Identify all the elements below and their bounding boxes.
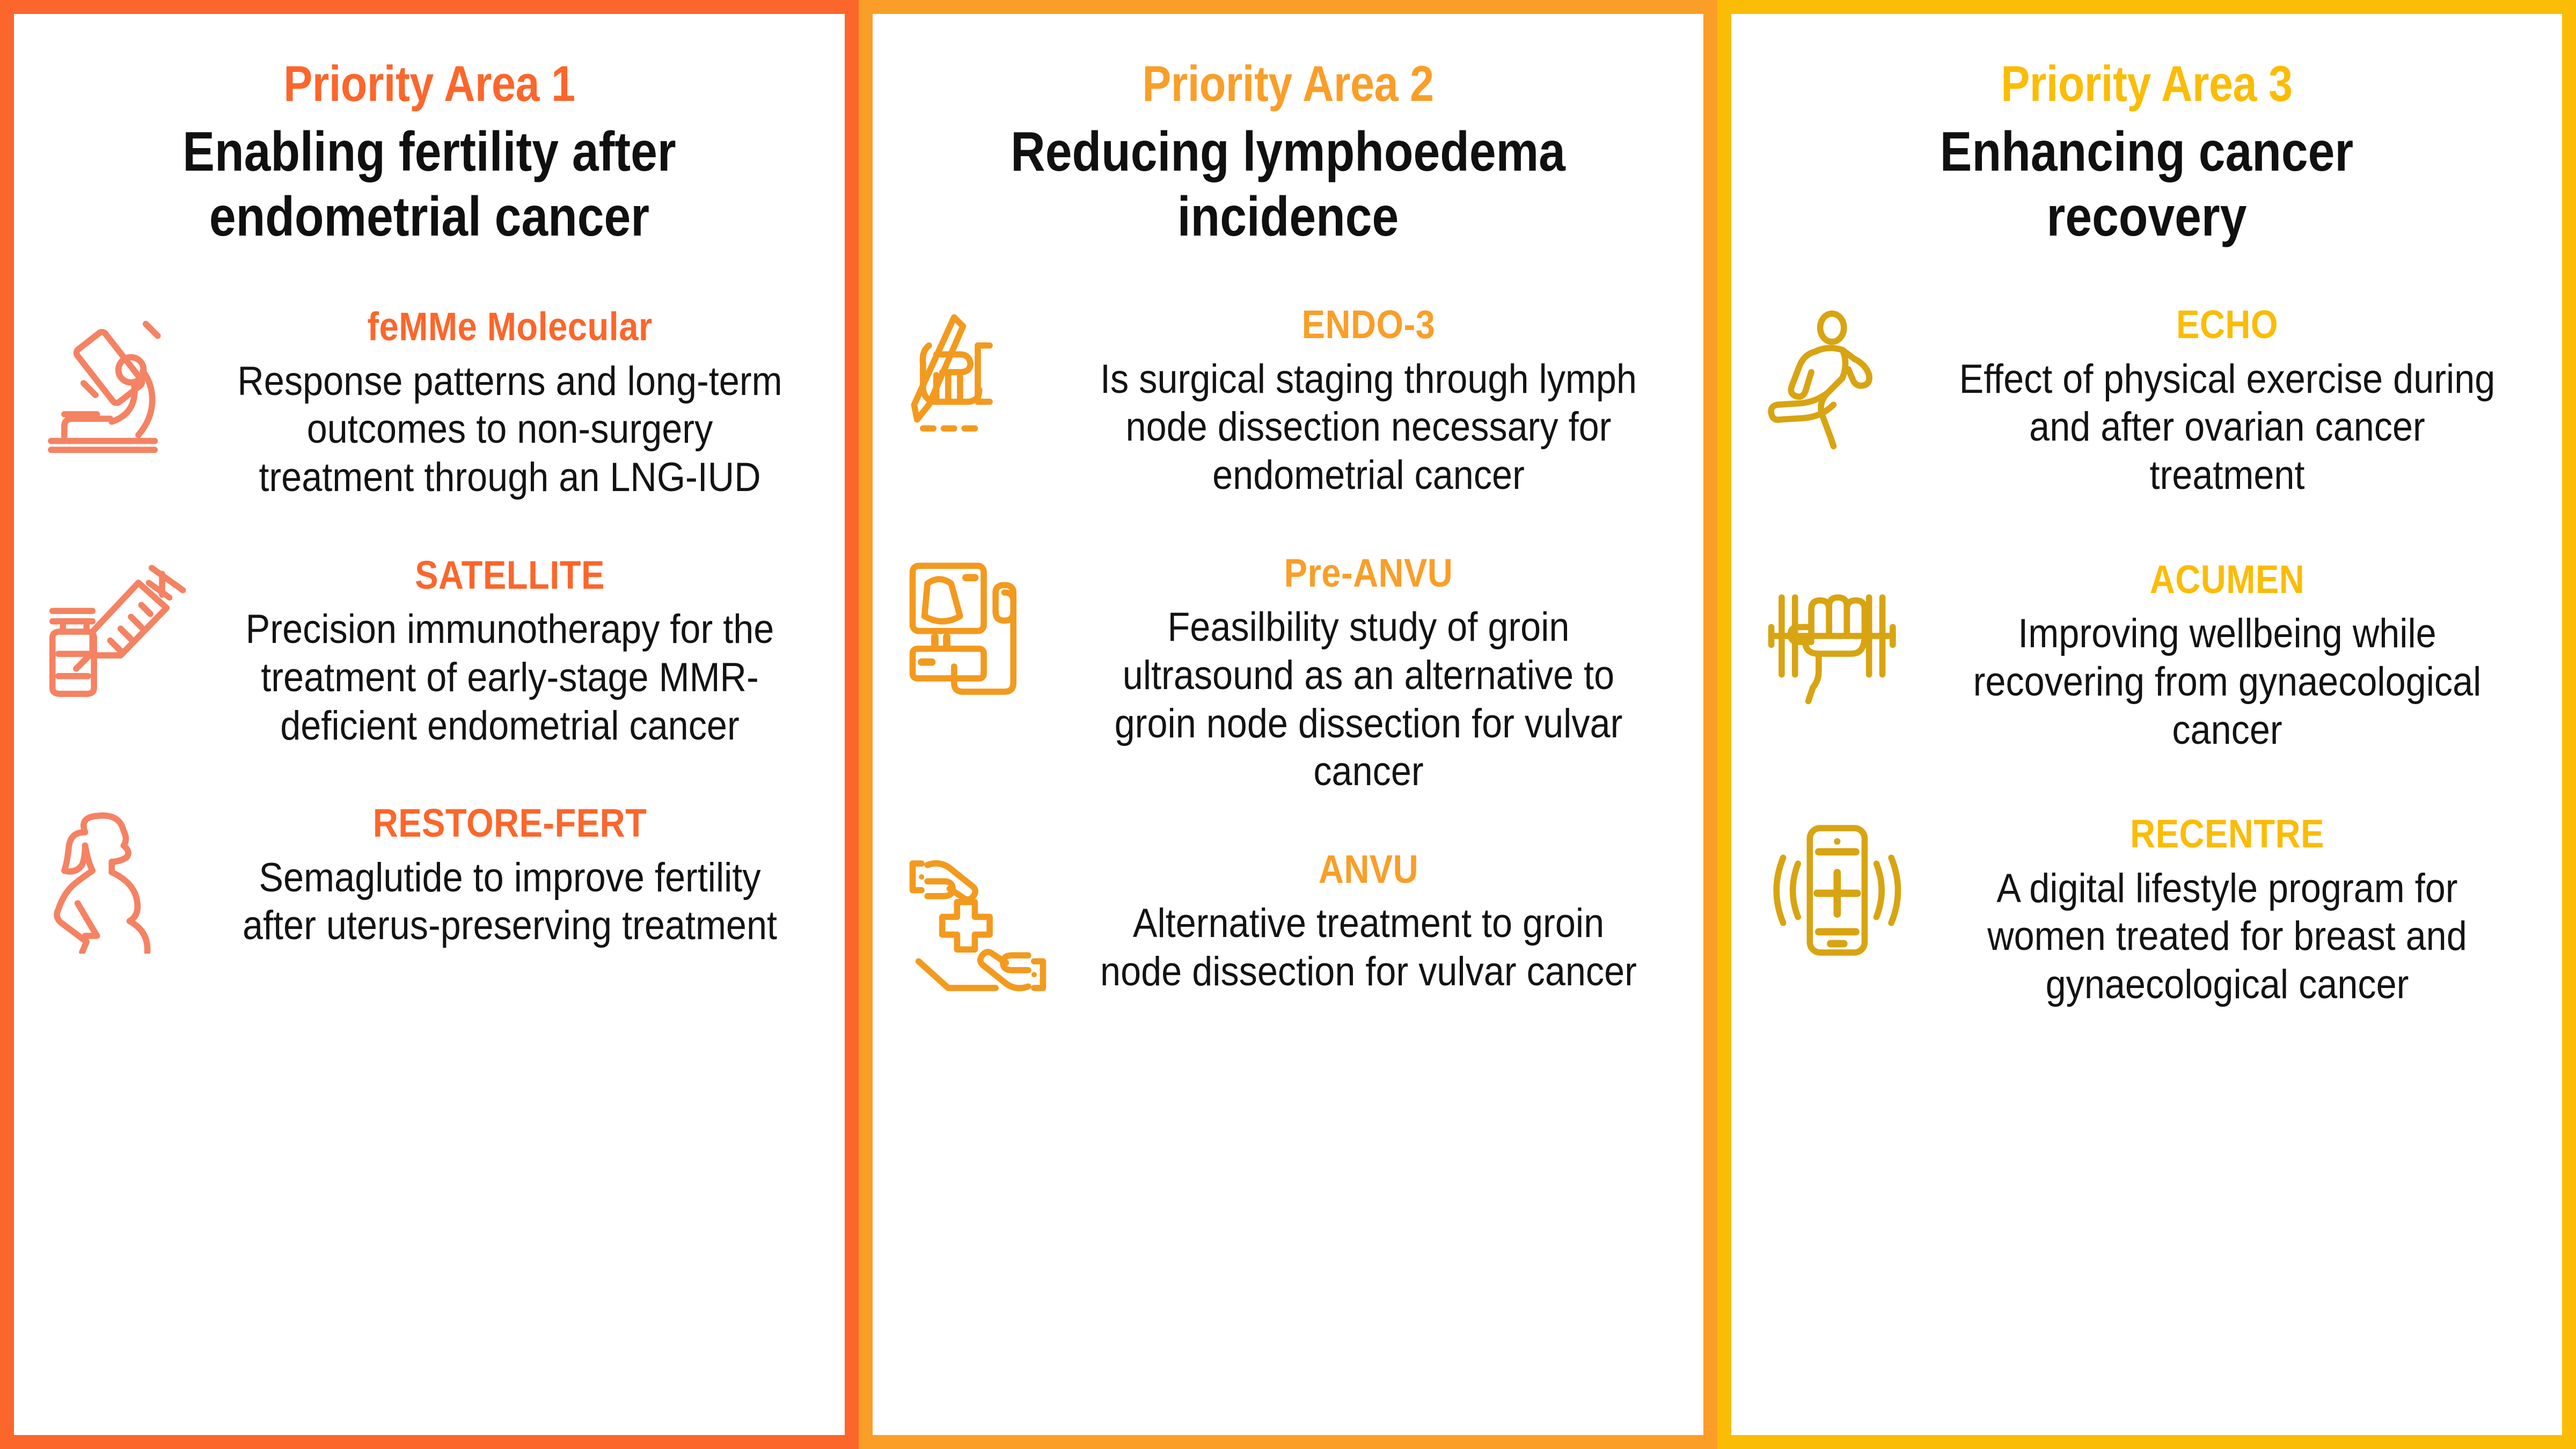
project-description: A digital lifestyle program for women tr… — [1987, 865, 2467, 1007]
project-item: SATELLITE Precision immunotherapy for th… — [39, 553, 820, 750]
project-body: ANVU Alternative treatment to groin node… — [1058, 847, 1679, 996]
project-description: Effect of physical exercise during and a… — [1959, 356, 2496, 499]
running-person-icon — [1756, 303, 1917, 464]
panel-1-title: Enabling fertility after endometrial can… — [182, 121, 676, 248]
project-body: RECENTRE A digital lifestyle program for… — [1917, 812, 2537, 1008]
project-body: feMMe Molecular Response patterns and lo… — [200, 305, 820, 501]
project-name: ENDO-3 — [1301, 302, 1436, 347]
syringe-vial-icon — [39, 553, 200, 714]
panel-3-header: Priority Area 3 Enhancing cancer recover… — [1756, 36, 2537, 249]
project-name: feMMe Molecular — [367, 304, 653, 349]
project-description: Is surgical staging through lymph node d… — [1100, 356, 1637, 499]
project-item: ANVU Alternative treatment to groin node… — [897, 847, 1679, 1008]
caring-hands-cross-icon — [897, 847, 1058, 1008]
panel-2-eyebrow: Priority Area 2 — [1142, 55, 1434, 112]
project-body: ECHO Effect of physical exercise during … — [1917, 303, 2537, 499]
project-item: ACUMEN Improving wellbeing while recover… — [1756, 557, 2537, 754]
project-item: Pre-ANVU Feasilbility study of groin ult… — [897, 551, 1679, 796]
project-item: feMMe Molecular Response patterns and lo… — [39, 305, 820, 501]
panel-1-header: Priority Area 1 Enabling fertility after… — [39, 36, 820, 249]
project-name: ANVU — [1318, 846, 1419, 891]
panel-2-project-list: ENDO-3 Is surgical staging through lymph… — [897, 249, 1679, 1419]
project-item: RECENTRE A digital lifestyle program for… — [1756, 812, 2537, 1008]
smartphone-health-icon — [1756, 812, 1917, 973]
ultrasound-machine-icon — [897, 551, 1058, 712]
project-name: Pre-ANVU — [1284, 550, 1453, 595]
priority-area-panel-3: Priority Area 3 Enhancing cancer recover… — [1717, 0, 2576, 1449]
priority-area-panel-2: Priority Area 2 Reducing lymphoedema inc… — [859, 0, 1717, 1449]
project-description: Improving wellbeing while recovering fro… — [1973, 611, 2482, 753]
project-description: Precision immunotherapy for the treatmen… — [245, 606, 774, 749]
project-name: ACUMEN — [2149, 557, 2305, 602]
pregnant-woman-icon — [39, 801, 200, 962]
project-body: RESTORE-FERT Semaglutide to improve fert… — [200, 801, 820, 950]
panel-1-project-list: feMMe Molecular Response patterns and lo… — [39, 249, 820, 1419]
panel-1-eyebrow: Priority Area 1 — [283, 55, 575, 112]
project-description: Semaglutide to improve fertility after u… — [242, 854, 778, 949]
panel-3-project-list: ECHO Effect of physical exercise during … — [1756, 249, 2537, 1419]
project-body: ENDO-3 Is surgical staging through lymph… — [1058, 303, 1679, 499]
panel-2-title: Reducing lymphoedema incidence — [1011, 121, 1565, 248]
project-description: Feasilbility study of groin ultrasound a… — [1114, 604, 1623, 795]
priority-area-panel-1: Priority Area 1 Enabling fertility after… — [0, 0, 859, 1449]
project-name: SATELLITE — [415, 552, 605, 597]
project-name: RESTORE-FERT — [372, 801, 647, 846]
panel-3-title: Enhancing cancer recovery — [1940, 121, 2354, 248]
project-item: RESTORE-FERT Semaglutide to improve fert… — [39, 801, 820, 962]
microscope-icon — [39, 305, 200, 466]
project-body: ACUMEN Improving wellbeing while recover… — [1917, 557, 2537, 754]
panel-2-header: Priority Area 2 Reducing lymphoedema inc… — [897, 36, 1679, 249]
panel-3-eyebrow: Priority Area 3 — [2001, 55, 2293, 112]
scalpel-hand-icon — [897, 303, 1058, 464]
hand-dumbbell-icon — [1756, 558, 1917, 719]
project-body: SATELLITE Precision immunotherapy for th… — [200, 553, 820, 750]
project-body: Pre-ANVU Feasilbility study of groin ult… — [1058, 551, 1679, 796]
project-item: ENDO-3 Is surgical staging through lymph… — [897, 303, 1679, 499]
project-description: Response patterns and long-term outcomes… — [237, 358, 782, 501]
project-name: RECENTRE — [2130, 811, 2324, 857]
project-name: ECHO — [2176, 302, 2278, 347]
project-item: ECHO Effect of physical exercise during … — [1756, 303, 2537, 499]
project-description: Alternative treatment to groin node diss… — [1100, 901, 1637, 994]
